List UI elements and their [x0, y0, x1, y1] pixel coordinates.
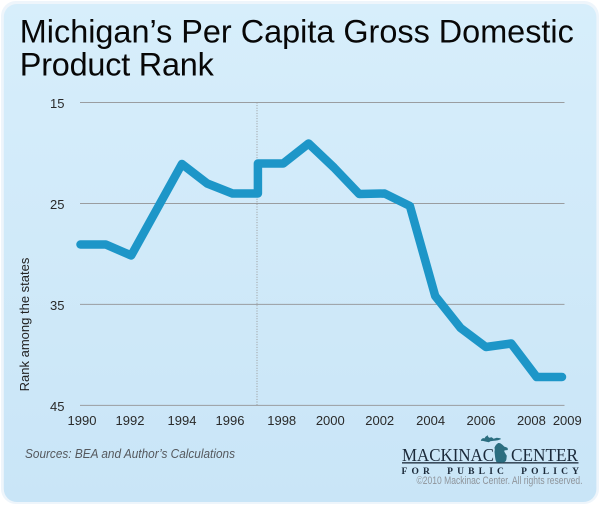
svg-text:Sources: BEA and Author’s Calc: Sources: BEA and Author’s Calculations — [25, 446, 235, 461]
svg-text:Product Rank: Product Rank — [20, 46, 215, 82]
svg-text:FOR PUBLIC POLICY: FOR PUBLIC POLICY — [402, 467, 580, 477]
svg-text:1998: 1998 — [267, 413, 296, 428]
svg-text:1994: 1994 — [168, 413, 197, 428]
svg-text:Michigan’s Per Capita Gross Do: Michigan’s Per Capita Gross Domestic — [20, 14, 574, 50]
svg-text:2004: 2004 — [416, 413, 445, 428]
svg-text:1990: 1990 — [68, 413, 97, 428]
svg-text:1996: 1996 — [216, 413, 245, 428]
svg-text:35: 35 — [50, 298, 64, 313]
svg-text:MACKINAC: MACKINAC — [402, 445, 494, 465]
svg-text:©2010 Mackinac Center. All rig: ©2010 Mackinac Center. All rights reserv… — [417, 475, 583, 487]
svg-text:2009: 2009 — [553, 413, 582, 428]
svg-text:2002: 2002 — [365, 413, 394, 428]
svg-text:2008: 2008 — [517, 413, 546, 428]
svg-text:15: 15 — [50, 96, 64, 111]
svg-text:25: 25 — [50, 197, 64, 212]
svg-text:1992: 1992 — [116, 413, 145, 428]
svg-text:2006: 2006 — [467, 413, 496, 428]
svg-text:2000: 2000 — [316, 413, 345, 428]
svg-text:CENTER: CENTER — [511, 445, 578, 465]
svg-text:Rank among the states: Rank among the states — [17, 257, 32, 391]
svg-text:45: 45 — [50, 399, 64, 414]
